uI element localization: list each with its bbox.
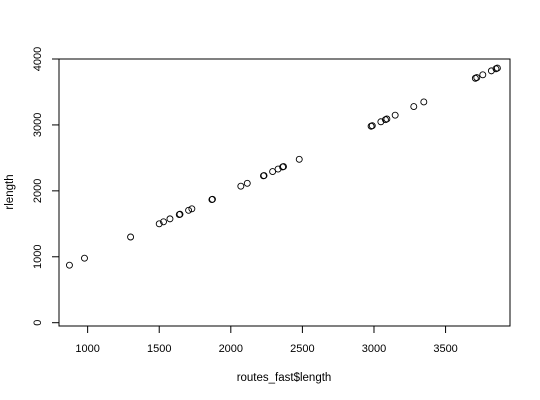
data-point (296, 156, 302, 162)
y-tick-label: 0 (32, 320, 44, 326)
x-tick-label: 2000 (219, 343, 243, 355)
x-tick-label: 3500 (433, 343, 457, 355)
y-tick-label: 2000 (32, 179, 44, 203)
data-point (392, 112, 398, 118)
x-axis: 1000 1500 2000 2500 3000 3500 (75, 326, 457, 355)
data-point (238, 183, 244, 189)
x-tick-label: 3000 (362, 343, 386, 355)
x-tick-label: 1500 (147, 343, 171, 355)
data-point (167, 216, 173, 222)
data-point (66, 262, 72, 268)
data-point (244, 180, 250, 186)
y-tick-label: 1000 (32, 245, 44, 269)
y-tick-label: 4000 (32, 47, 44, 71)
x-tick-label: 1000 (75, 343, 99, 355)
y-tick-label: 3000 (32, 113, 44, 137)
data-points (66, 65, 500, 268)
data-point (128, 234, 134, 240)
plot-box (59, 59, 510, 326)
x-axis-label: routes_fast$length (237, 372, 332, 384)
data-point (411, 104, 417, 110)
y-axis: 0 1000 2000 3000 4000 (32, 47, 59, 326)
x-tick-label: 2500 (290, 343, 314, 355)
data-point (81, 255, 87, 261)
y-axis-label: rlength (4, 174, 16, 209)
data-point (421, 99, 427, 105)
data-point (480, 72, 486, 78)
